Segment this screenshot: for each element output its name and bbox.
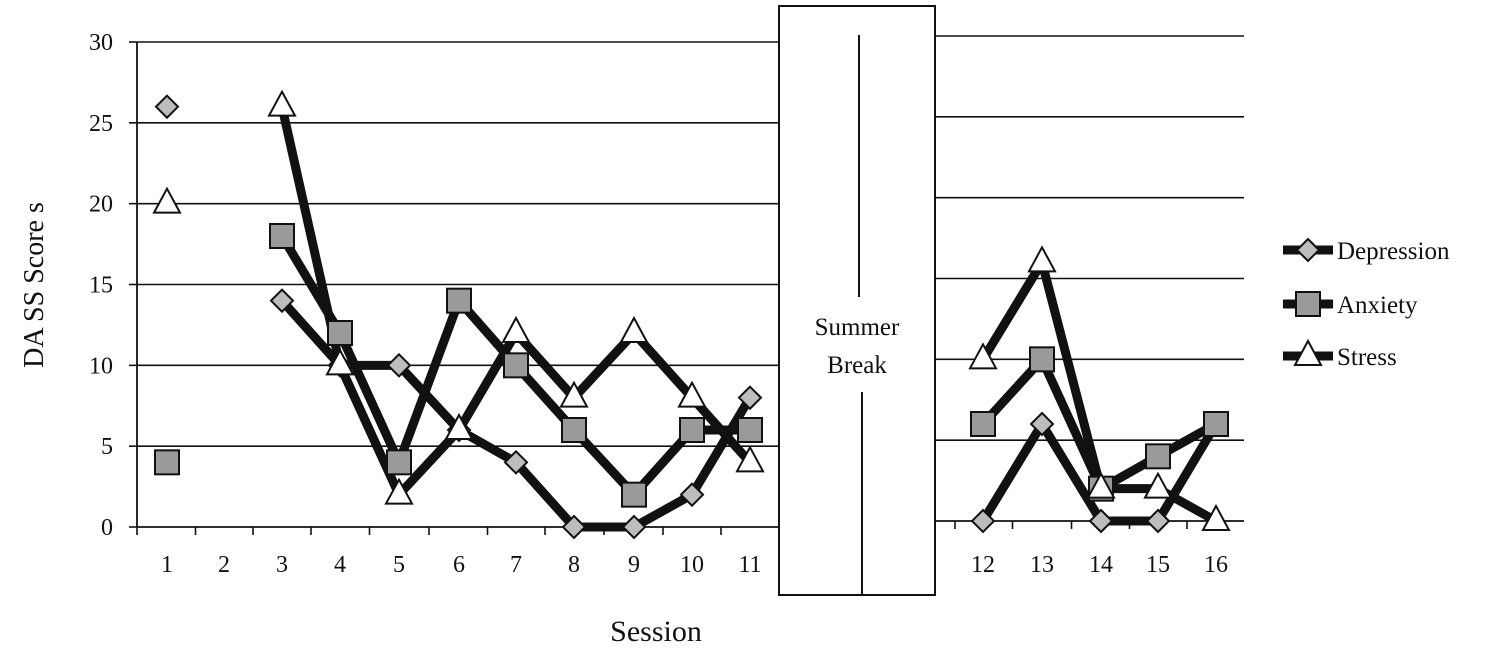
anxiety-point — [503, 352, 529, 379]
anxiety-point — [1203, 411, 1229, 437]
stress-point — [384, 477, 414, 505]
x-tick-label: 11 — [738, 552, 761, 578]
summer-break-box: Summer Break — [778, 5, 936, 596]
legend-anxiety-marker — [1295, 291, 1321, 317]
depression-point — [679, 482, 705, 508]
stress-point — [501, 315, 531, 343]
depression-point — [1029, 411, 1055, 437]
y-tick-label: 25 — [89, 111, 113, 137]
x-tick-label: 2 — [218, 552, 230, 578]
legend-anxiety-label: Anxiety — [1337, 292, 1418, 319]
y-tick-label: 5 — [101, 434, 113, 460]
stress-point — [444, 412, 474, 440]
x-tick-label: 7 — [510, 552, 522, 578]
x-tick-label: 3 — [276, 552, 288, 578]
stress-point — [619, 315, 649, 343]
x-tick-label: 13 — [1030, 552, 1054, 578]
depression-point — [970, 508, 996, 534]
legend-stress-label: Stress — [1337, 344, 1397, 371]
depression-point — [154, 94, 180, 120]
depression-point — [561, 514, 587, 540]
summer-break-label-line1: Summer — [815, 314, 900, 341]
y-axis-label: DA SS Score s — [19, 202, 50, 368]
x-tick-label: 12 — [971, 552, 995, 578]
stress-point — [559, 380, 589, 408]
anxiety-point — [327, 320, 353, 346]
depression-point — [621, 514, 647, 540]
stress-point — [267, 89, 297, 117]
stress-point — [1086, 471, 1116, 499]
depression-point — [1088, 508, 1114, 534]
x-axis-label: Session — [610, 615, 702, 648]
anxiety-point — [446, 287, 472, 314]
anxiety-point — [269, 223, 295, 249]
stress-point — [968, 342, 998, 370]
stress-point — [1143, 471, 1173, 499]
x-tick-label: 8 — [568, 552, 580, 578]
x-tick-label: 6 — [453, 552, 465, 578]
legend: Depression Anxiety Stress — [1283, 237, 1450, 371]
anxiety-point — [679, 417, 705, 443]
x-tick-label: 5 — [393, 552, 405, 578]
y-tick-label: 20 — [89, 192, 113, 218]
y-tick-label: 15 — [89, 273, 113, 299]
x-tick-label: 15 — [1146, 552, 1170, 578]
y-tick-label: 10 — [89, 353, 113, 379]
anxiety-point — [621, 481, 647, 508]
y-tick-label: 0 — [101, 515, 113, 541]
series-markers — [152, 89, 1231, 540]
anxiety-point — [1029, 346, 1055, 373]
x-tick-label: 16 — [1204, 552, 1228, 578]
depression-point — [1145, 508, 1171, 534]
depression-point — [386, 352, 412, 378]
summer-break-label-line2: Break — [827, 352, 887, 379]
y-tick-label: 30 — [89, 30, 113, 56]
anxiety-point — [970, 411, 996, 437]
anxiety-point — [386, 449, 412, 476]
anxiety-point — [737, 417, 763, 443]
x-tick-label: 14 — [1089, 552, 1113, 578]
anxiety-point — [561, 417, 587, 443]
stress-point — [735, 445, 765, 473]
x-tick-label: 4 — [334, 552, 346, 578]
stress-point — [677, 380, 707, 408]
anxiety-point — [1145, 443, 1171, 470]
depression-point — [737, 385, 763, 411]
legend-stress-marker — [1293, 338, 1323, 366]
stress-point — [325, 348, 355, 376]
stress-point — [1201, 503, 1231, 531]
depression-point — [503, 449, 529, 475]
stress-point — [1027, 245, 1057, 273]
x-tick-label: 9 — [628, 552, 640, 578]
gridlines — [137, 35, 1244, 447]
legend-depression-marker — [1295, 237, 1321, 263]
anxiety-point — [154, 449, 180, 476]
depression-point — [269, 288, 295, 314]
legend-depression-label: Depression — [1337, 238, 1450, 265]
x-tick-label: 10 — [680, 552, 704, 578]
x-tick-label: 1 — [161, 552, 173, 578]
stress-point — [152, 186, 182, 214]
